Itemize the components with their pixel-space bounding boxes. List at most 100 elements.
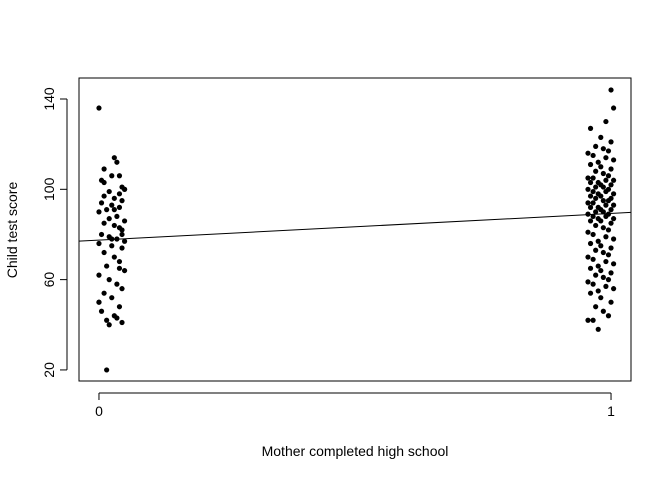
point <box>605 313 612 319</box>
point <box>590 175 596 181</box>
point <box>595 159 601 165</box>
point <box>104 263 110 269</box>
point <box>101 249 107 256</box>
point <box>593 222 599 229</box>
point <box>119 245 125 251</box>
point <box>101 220 107 226</box>
point <box>96 240 102 247</box>
point <box>587 218 594 224</box>
point <box>101 179 107 186</box>
point <box>585 200 591 206</box>
point <box>600 170 606 177</box>
point <box>598 218 604 224</box>
point <box>585 175 591 181</box>
point <box>610 236 617 242</box>
point <box>114 281 120 287</box>
point <box>106 322 112 328</box>
point <box>590 231 596 238</box>
point <box>587 125 594 131</box>
regression-line <box>78 211 632 242</box>
point <box>585 186 591 192</box>
point <box>587 290 594 296</box>
point <box>590 317 596 323</box>
point <box>96 272 102 278</box>
point <box>593 168 599 174</box>
y-tick-label: 20 <box>41 362 57 378</box>
point <box>116 258 123 265</box>
point <box>98 200 105 206</box>
point <box>585 150 591 156</box>
point <box>603 234 609 240</box>
point <box>590 200 596 206</box>
point <box>608 166 614 172</box>
point <box>605 227 612 233</box>
point <box>610 177 617 183</box>
point <box>600 197 606 204</box>
point <box>96 299 102 305</box>
point <box>610 216 617 222</box>
point <box>111 222 117 229</box>
point <box>106 188 112 195</box>
point <box>106 216 112 222</box>
point <box>96 105 102 111</box>
point <box>111 195 117 201</box>
point <box>109 202 115 208</box>
point <box>598 164 604 170</box>
point <box>104 317 110 323</box>
point <box>585 229 591 235</box>
point <box>605 277 612 283</box>
point <box>101 290 107 296</box>
point <box>598 243 604 249</box>
point <box>605 252 612 258</box>
point <box>119 231 125 238</box>
point <box>587 161 594 168</box>
point <box>610 157 617 163</box>
point <box>610 202 617 208</box>
point <box>603 213 609 220</box>
point <box>587 193 594 199</box>
point <box>595 326 601 332</box>
point <box>587 240 594 247</box>
point <box>600 249 606 256</box>
point <box>603 258 609 265</box>
point <box>121 218 128 224</box>
point <box>104 207 110 213</box>
point <box>119 197 125 204</box>
point <box>603 188 609 195</box>
point <box>595 263 601 269</box>
point <box>610 105 617 111</box>
point <box>608 270 614 276</box>
point <box>590 281 596 287</box>
point <box>593 143 599 150</box>
point <box>116 265 123 271</box>
point <box>603 118 609 125</box>
point <box>598 267 604 274</box>
point <box>114 213 120 220</box>
point <box>104 367 110 373</box>
point <box>101 193 107 199</box>
point <box>608 182 614 188</box>
point <box>116 204 123 210</box>
point <box>600 146 606 152</box>
point <box>598 193 604 199</box>
point <box>96 209 102 215</box>
point <box>608 220 614 226</box>
point <box>595 238 601 244</box>
point <box>593 195 599 201</box>
point <box>585 279 591 285</box>
point <box>605 173 612 179</box>
point <box>98 308 105 314</box>
point <box>600 308 606 314</box>
point <box>590 256 596 262</box>
point <box>101 166 107 172</box>
point <box>585 254 591 260</box>
point <box>111 254 117 260</box>
point <box>111 155 117 161</box>
point <box>608 207 614 213</box>
point <box>587 265 594 271</box>
point <box>598 134 604 140</box>
plot-box <box>78 77 632 382</box>
point <box>600 184 606 190</box>
point <box>106 277 112 283</box>
